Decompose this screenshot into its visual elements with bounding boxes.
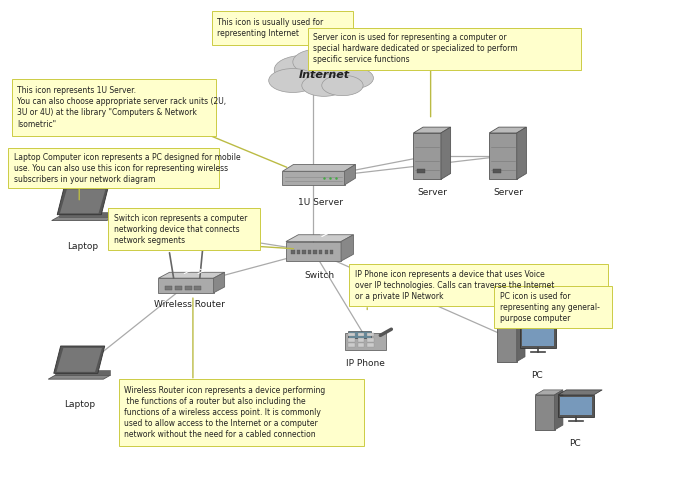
Polygon shape	[555, 390, 563, 430]
Polygon shape	[282, 164, 356, 171]
FancyBboxPatch shape	[119, 379, 364, 446]
Polygon shape	[55, 370, 110, 375]
Text: Internet: Internet	[298, 70, 349, 80]
FancyBboxPatch shape	[358, 344, 364, 347]
FancyBboxPatch shape	[319, 250, 322, 254]
FancyBboxPatch shape	[302, 250, 306, 254]
FancyBboxPatch shape	[291, 250, 295, 254]
Polygon shape	[560, 397, 592, 415]
Text: 1U Server: 1U Server	[298, 198, 343, 206]
Polygon shape	[520, 322, 564, 326]
FancyBboxPatch shape	[494, 286, 612, 328]
FancyBboxPatch shape	[212, 11, 353, 45]
FancyBboxPatch shape	[358, 338, 364, 342]
Polygon shape	[158, 278, 214, 293]
FancyBboxPatch shape	[358, 333, 364, 337]
Polygon shape	[48, 375, 110, 379]
Polygon shape	[497, 326, 517, 362]
FancyBboxPatch shape	[308, 28, 581, 70]
Text: Laptop: Laptop	[63, 400, 95, 409]
FancyBboxPatch shape	[493, 168, 501, 173]
Ellipse shape	[316, 54, 366, 78]
Text: Server icon is used for representing a computer or
special hardware dedicated or: Server icon is used for representing a c…	[313, 33, 518, 64]
Polygon shape	[517, 322, 525, 362]
Ellipse shape	[274, 56, 332, 84]
FancyBboxPatch shape	[308, 250, 311, 254]
FancyBboxPatch shape	[297, 250, 300, 254]
Polygon shape	[286, 242, 341, 261]
Text: IP Phone: IP Phone	[346, 359, 384, 367]
FancyBboxPatch shape	[367, 344, 374, 347]
Polygon shape	[558, 395, 594, 417]
Polygon shape	[413, 133, 441, 179]
Polygon shape	[341, 235, 353, 261]
Polygon shape	[535, 395, 555, 430]
Text: This icon represents 1U Server.
You can also choose appropriate server rack unit: This icon represents 1U Server. You can …	[17, 86, 227, 128]
FancyBboxPatch shape	[348, 330, 371, 338]
Polygon shape	[517, 127, 526, 179]
FancyBboxPatch shape	[367, 338, 374, 342]
Polygon shape	[413, 127, 451, 133]
FancyBboxPatch shape	[348, 338, 355, 342]
Polygon shape	[344, 164, 356, 185]
Polygon shape	[57, 187, 108, 215]
Text: PC: PC	[532, 371, 543, 380]
Ellipse shape	[269, 68, 317, 93]
Text: This icon is usually used for
representing Internet: This icon is usually used for representi…	[217, 18, 323, 38]
Polygon shape	[489, 127, 526, 133]
FancyBboxPatch shape	[325, 250, 328, 254]
Text: Laptop Computer icon represents a PC designed for mobile
use. You can also use t: Laptop Computer icon represents a PC des…	[14, 153, 240, 183]
Ellipse shape	[329, 67, 373, 89]
FancyBboxPatch shape	[349, 264, 608, 306]
Text: PC icon is used for
representing any general-
purpose computer: PC icon is used for representing any gen…	[500, 292, 599, 323]
Polygon shape	[286, 235, 353, 242]
FancyBboxPatch shape	[344, 333, 386, 350]
Text: Server: Server	[418, 188, 448, 197]
FancyBboxPatch shape	[348, 344, 355, 347]
Ellipse shape	[293, 49, 345, 75]
Ellipse shape	[302, 75, 346, 96]
FancyBboxPatch shape	[185, 286, 192, 290]
FancyBboxPatch shape	[313, 250, 317, 254]
Polygon shape	[59, 212, 114, 217]
Polygon shape	[282, 171, 344, 185]
FancyBboxPatch shape	[165, 286, 172, 290]
Ellipse shape	[322, 75, 363, 96]
Polygon shape	[520, 326, 556, 348]
Polygon shape	[558, 390, 602, 395]
Polygon shape	[535, 390, 563, 395]
Text: PC: PC	[570, 439, 581, 448]
FancyBboxPatch shape	[8, 148, 219, 188]
Polygon shape	[54, 346, 105, 373]
FancyBboxPatch shape	[175, 286, 182, 290]
FancyBboxPatch shape	[367, 333, 374, 337]
FancyBboxPatch shape	[330, 250, 333, 254]
Text: Wireless Router: Wireless Router	[154, 300, 225, 309]
Polygon shape	[60, 189, 105, 213]
FancyBboxPatch shape	[108, 208, 260, 250]
Polygon shape	[52, 217, 114, 221]
Polygon shape	[489, 133, 517, 179]
Polygon shape	[56, 348, 102, 372]
Text: Wireless Router icon represents a device performing
 the functions of a router b: Wireless Router icon represents a device…	[124, 386, 325, 439]
FancyBboxPatch shape	[194, 286, 201, 290]
Polygon shape	[441, 127, 451, 179]
Polygon shape	[522, 328, 554, 346]
Text: Switch: Switch	[304, 271, 334, 280]
Text: Laptop: Laptop	[67, 242, 99, 250]
FancyBboxPatch shape	[417, 168, 425, 173]
Text: IP Phone icon represents a device that uses Voice
over IP technologies. Calls ca: IP Phone icon represents a device that u…	[355, 270, 554, 301]
Text: Server: Server	[493, 188, 524, 197]
Text: Switch icon represents a computer
networking device that connects
network segmen: Switch icon represents a computer networ…	[114, 214, 247, 245]
Polygon shape	[214, 272, 225, 293]
Polygon shape	[497, 322, 525, 326]
FancyBboxPatch shape	[348, 333, 355, 337]
Polygon shape	[158, 272, 225, 278]
FancyBboxPatch shape	[12, 79, 216, 136]
